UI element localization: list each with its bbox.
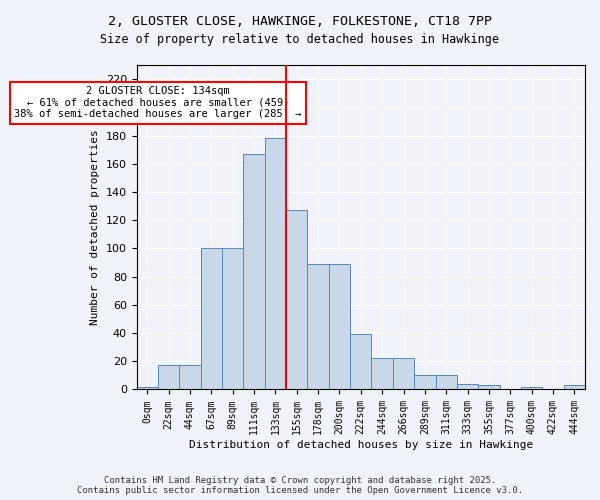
Text: Contains HM Land Registry data © Crown copyright and database right 2025.
Contai: Contains HM Land Registry data © Crown c…	[77, 476, 523, 495]
Bar	[521, 386, 542, 390]
Bar	[307, 264, 329, 390]
Bar	[179, 366, 200, 390]
Bar	[457, 384, 478, 390]
Bar	[414, 376, 436, 390]
Text: 2 GLOSTER CLOSE: 134sqm
← 61% of detached houses are smaller (459)
38% of semi-d: 2 GLOSTER CLOSE: 134sqm ← 61% of detache…	[14, 86, 302, 120]
Bar	[329, 264, 350, 390]
Bar	[222, 248, 244, 390]
Bar	[265, 138, 286, 390]
Y-axis label: Number of detached properties: Number of detached properties	[90, 130, 100, 325]
Bar	[436, 376, 457, 390]
Bar	[563, 385, 585, 390]
Bar	[137, 386, 158, 390]
Bar	[200, 248, 222, 390]
Bar	[350, 334, 371, 390]
X-axis label: Distribution of detached houses by size in Hawkinge: Distribution of detached houses by size …	[188, 440, 533, 450]
Bar	[393, 358, 414, 390]
Text: Size of property relative to detached houses in Hawkinge: Size of property relative to detached ho…	[101, 32, 499, 46]
Bar	[158, 366, 179, 390]
Bar	[244, 154, 265, 390]
Bar	[286, 210, 307, 390]
Bar	[478, 385, 500, 390]
Text: 2, GLOSTER CLOSE, HAWKINGE, FOLKESTONE, CT18 7PP: 2, GLOSTER CLOSE, HAWKINGE, FOLKESTONE, …	[108, 15, 492, 28]
Bar	[371, 358, 393, 390]
